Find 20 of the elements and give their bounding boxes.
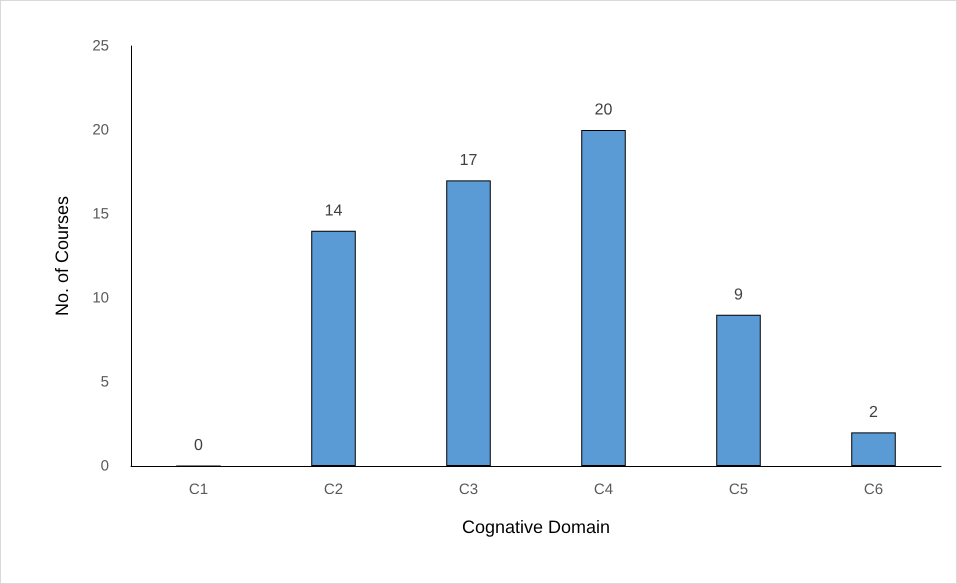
data-label: 9 <box>734 286 744 304</box>
x-tick-label: C4 <box>594 481 614 498</box>
x-tick-label: C5 <box>728 481 748 498</box>
y-tick-label: 20 <box>92 122 109 138</box>
x-tick-label: C1 <box>188 481 208 498</box>
x-tick-label: C6 <box>864 481 884 498</box>
x-tick-label: C2 <box>324 481 344 498</box>
x-axis-title: Cognative Domain <box>462 517 610 537</box>
data-label: 20 <box>594 102 612 118</box>
y-tick-label: 15 <box>92 206 109 222</box>
data-label: 14 <box>324 202 342 220</box>
data-label: 17 <box>460 152 478 169</box>
y-tick-label: 5 <box>100 374 109 390</box>
data-label: 0 <box>194 437 204 454</box>
x-tick-label: C3 <box>458 481 478 498</box>
y-tick-label: 25 <box>92 38 109 54</box>
y-tick-label: 0 <box>100 458 109 474</box>
data-label: 2 <box>869 404 878 421</box>
y-tick-label: 10 <box>92 290 109 306</box>
y-axis-title: No. of Courses <box>52 196 72 316</box>
